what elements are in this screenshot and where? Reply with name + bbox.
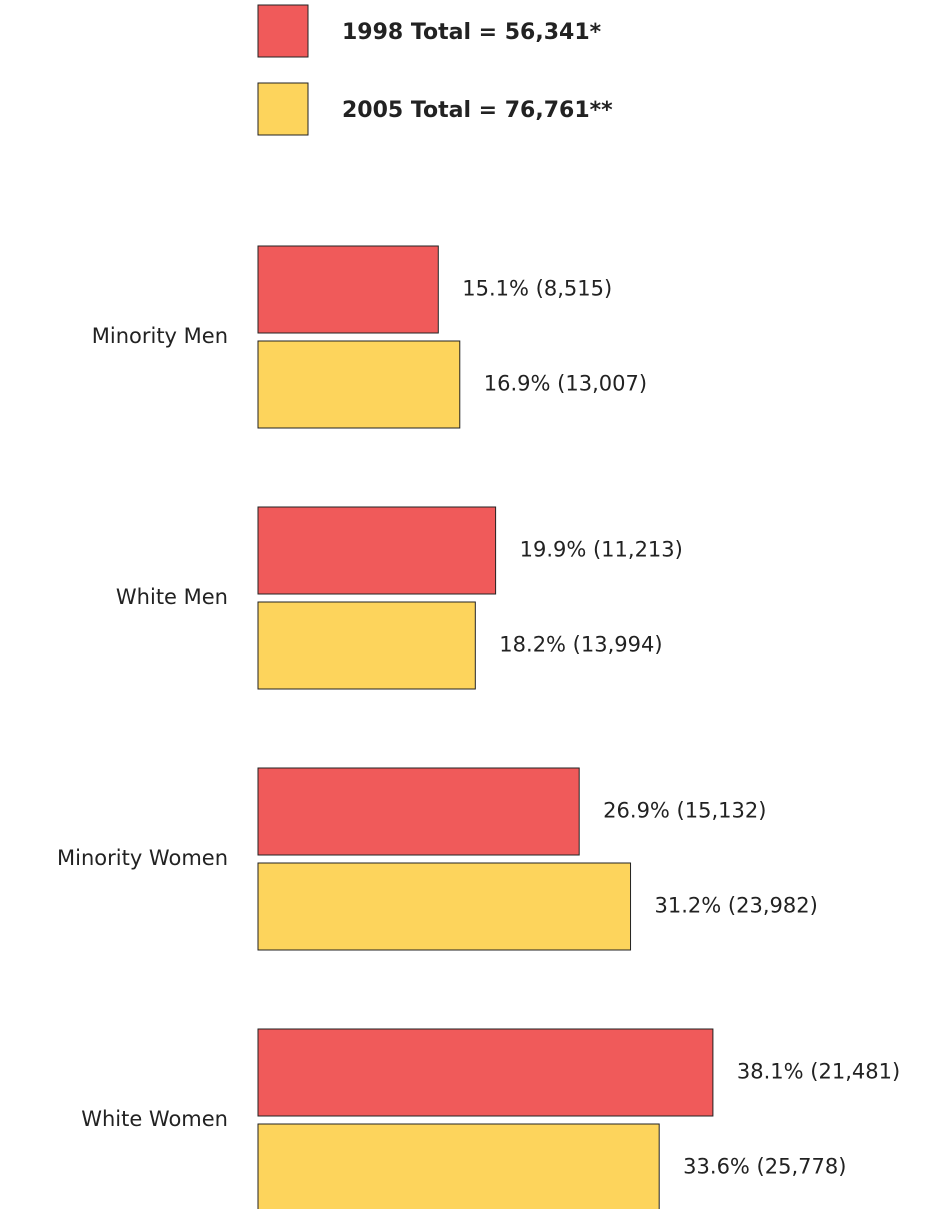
legend-swatch — [257, 4, 309, 58]
category-label: Minority Women — [57, 846, 228, 870]
value-label: 33.6% (25,778) — [683, 1155, 846, 1179]
bar — [257, 862, 632, 951]
legend-swatch — [257, 82, 309, 136]
value-label: 15.1% (8,515) — [462, 277, 612, 301]
category-label: White Women — [81, 1107, 228, 1131]
bar — [257, 340, 461, 429]
value-label: 19.9% (11,213) — [520, 538, 683, 562]
bar — [257, 245, 439, 334]
category-label: White Men — [116, 585, 228, 609]
bar — [257, 767, 580, 856]
bar — [257, 1123, 660, 1209]
legend-text: 1998 Total = 56,341* — [342, 20, 602, 45]
bar — [257, 601, 476, 690]
value-label: 31.2% (23,982) — [655, 894, 818, 918]
value-label: 38.1% (21,481) — [737, 1060, 900, 1084]
bar — [257, 1028, 714, 1117]
value-label: 26.9% (15,132) — [603, 799, 766, 823]
value-label: 18.2% (13,994) — [499, 633, 662, 657]
value-label: 16.9% (13,007) — [484, 372, 647, 396]
category-label: Minority Men — [92, 324, 228, 348]
legend-text: 2005 Total = 76,761** — [342, 98, 613, 123]
bar — [257, 506, 497, 595]
